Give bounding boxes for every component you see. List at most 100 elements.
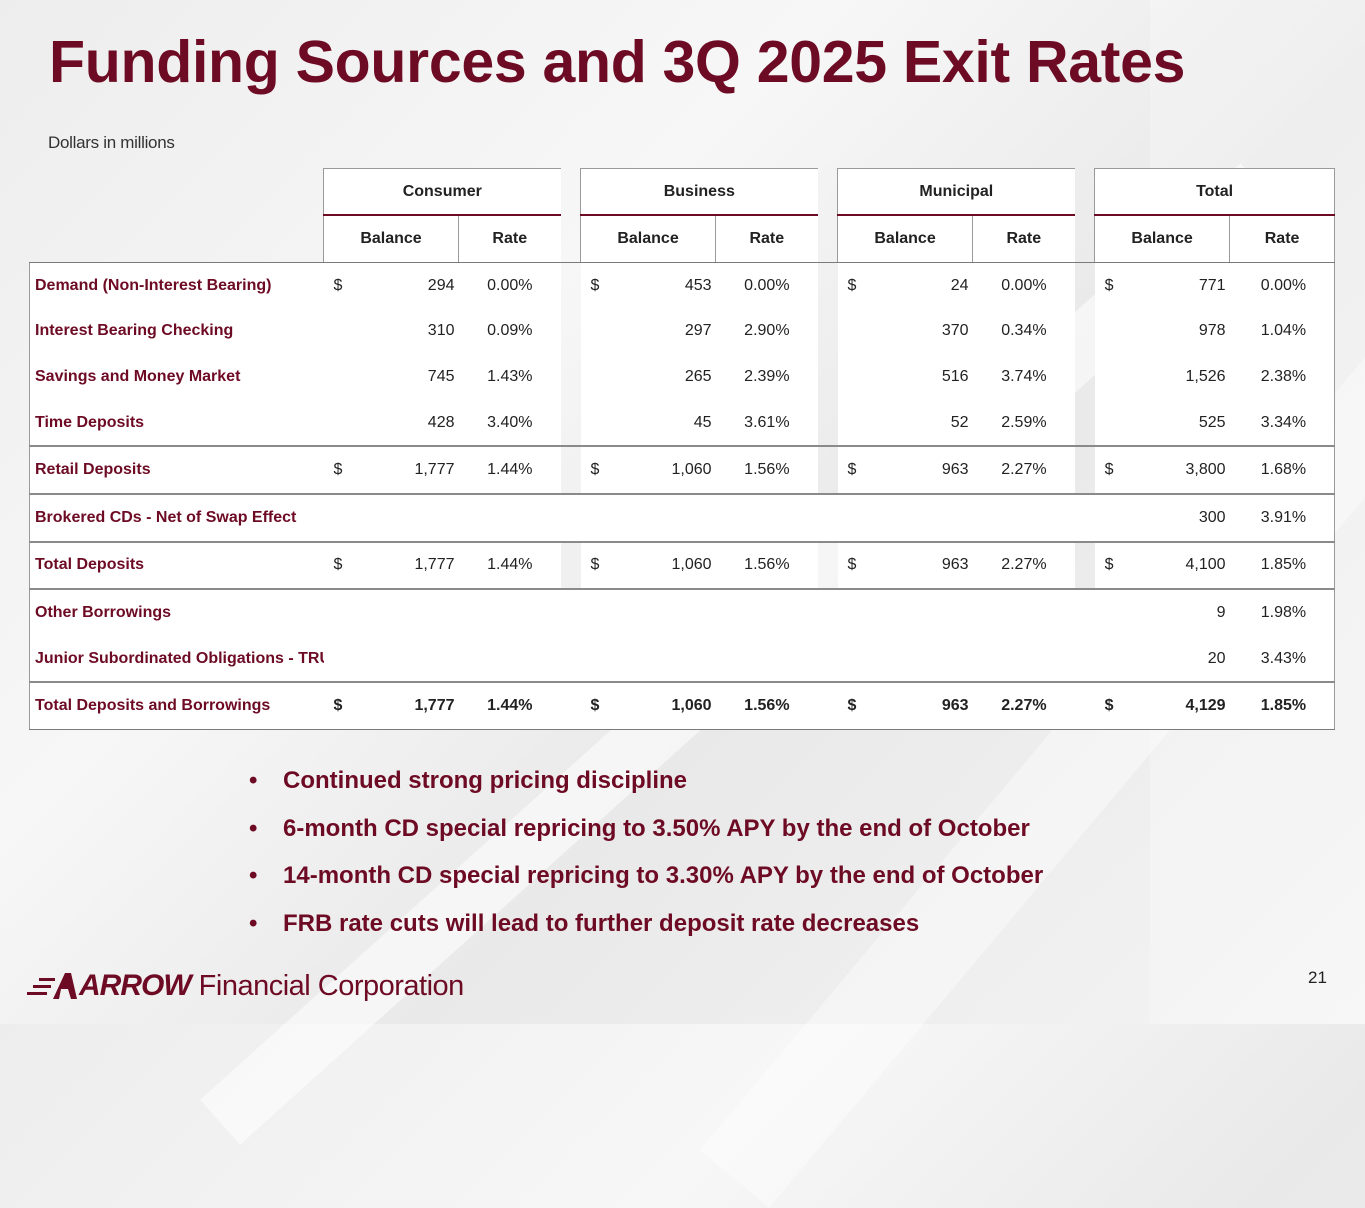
consumer-dollar-cell <box>323 492 364 542</box>
consumer-dollar-cell <box>323 354 364 400</box>
municipal-dollar-cell <box>837 492 878 542</box>
row-label: Junior Subordinated Obligations - TRUPS <box>29 635 324 683</box>
bullet-dot-icon: • <box>249 862 258 889</box>
bullet-text: FRB rate cuts will lead to further depos… <box>283 909 920 937</box>
total-rate-cell: 3.43% <box>1229 635 1336 683</box>
bullet-text: Continued strong pricing discipline <box>283 767 688 794</box>
total-balance-cell: 1,526 <box>1134 354 1230 400</box>
table-row: Interest Bearing Checking 310 0.09% 297 2.90… <box>29 308 1336 355</box>
total-balance-header: Balance <box>1094 215 1231 263</box>
business-dollar-cell <box>580 399 621 447</box>
row-label: Savings and Money Market <box>29 354 324 400</box>
total-balance-cell: 4,129 <box>1134 681 1230 730</box>
business-balance-cell: 1,060 <box>620 445 716 494</box>
business-rate-cell: 2.39% <box>715 354 818 400</box>
consumer-balance-cell <box>363 492 459 542</box>
business-balance-cell <box>620 588 716 636</box>
consumer-dollar-cell <box>323 399 364 447</box>
business-rate-cell: 1.56% <box>715 681 818 730</box>
logo-wordmark: ARROW <box>79 969 192 1002</box>
column-gap <box>561 309 581 355</box>
table-row: Other Borrowings 9 1.98% <box>29 588 1336 636</box>
total-balance-cell: 20 <box>1134 635 1230 683</box>
column-gap <box>560 540 581 590</box>
consumer-rate-cell <box>458 492 561 542</box>
municipal-dollar-cell <box>837 308 878 355</box>
column-gap <box>1075 309 1095 355</box>
consumer-balance-cell: 745 <box>363 354 459 400</box>
total-rate-cell: 2.38% <box>1229 354 1336 400</box>
consumer-rate-cell: 1.44% <box>458 445 561 494</box>
units-note: Dollars in millions <box>48 133 175 152</box>
business-balance-cell: 45 <box>620 399 716 447</box>
column-gap <box>561 354 581 400</box>
business-rate-cell: 1.56% <box>715 445 818 494</box>
business-balance-cell: 297 <box>620 308 716 355</box>
total-dollar-cell <box>1094 588 1135 636</box>
total-rate-header: Rate <box>1229 215 1336 263</box>
column-gap <box>818 400 838 447</box>
row-label: Brokered CDs - Net of Swap Effect <box>29 492 324 542</box>
group-header-consumer: Consumer <box>322 168 561 216</box>
table-row: Savings and Money Market 745 1.43% 265 2.39%… <box>29 354 1336 400</box>
bullet-dot-icon: • <box>249 814 258 842</box>
business-dollar-cell: $ <box>580 262 621 309</box>
municipal-rate-cell: 2.27% <box>972 681 1075 730</box>
column-gap <box>818 309 838 355</box>
row-label: Retail Deposits <box>29 445 324 494</box>
bullet-text: 6-month CD special repricing to 3.50% AP… <box>283 814 1030 842</box>
business-dollar-cell <box>580 492 621 542</box>
business-balance-cell: 1,060 <box>620 540 716 590</box>
business-balance-cell: 265 <box>620 354 716 400</box>
row-label: Other Borrowings <box>29 588 324 636</box>
total-dollar-cell: $ <box>1094 540 1135 590</box>
bullet-item: • FRB rate cuts will lead to further depo… <box>249 905 1043 953</box>
column-gap <box>1075 263 1095 309</box>
total-balance-cell: 9 <box>1134 588 1230 636</box>
total-balance-cell: 4,100 <box>1134 540 1230 590</box>
total-balance-cell: 978 <box>1134 308 1230 355</box>
total-balance-cell: 300 <box>1134 492 1230 542</box>
total-rate-cell: 0.00% <box>1229 262 1336 309</box>
consumer-rate-cell: 1.43% <box>458 354 561 400</box>
consumer-rate-cell: 0.09% <box>458 308 561 355</box>
table-row: Total Deposits and Borrowings $1,777 1.44%… <box>29 681 1336 730</box>
consumer-balance-header: Balance <box>323 215 459 263</box>
total-dollar-cell <box>1094 399 1135 447</box>
key-points-list: • Continued strong pricing discipline • 6-m… <box>249 762 1043 952</box>
table-row: Time Deposits 428 3.40% 45 3.61% 52 2.59% 525 3.… <box>29 399 1336 447</box>
consumer-dollar-cell <box>323 588 364 636</box>
funding-table-container: Consumer Business Municipal Total Balanc… <box>29 168 1336 730</box>
column-gap <box>817 540 838 590</box>
total-dollar-cell: $ <box>1094 445 1135 494</box>
municipal-dollar-cell <box>837 354 878 400</box>
table-body: Demand (Non-Interest Bearing) $294 0.00% $4… <box>29 262 1336 730</box>
business-rate-header: Rate <box>715 215 818 263</box>
business-dollar-cell <box>580 308 621 355</box>
column-gap <box>818 354 838 400</box>
municipal-dollar-cell <box>837 399 878 447</box>
column-gap <box>817 445 838 494</box>
arrow-logo-icon <box>27 973 77 999</box>
municipal-rate-cell: 2.59% <box>972 399 1075 447</box>
group-header-business: Business <box>580 168 818 216</box>
business-balance-cell <box>620 492 716 542</box>
consumer-balance-cell <box>363 635 459 683</box>
total-dollar-cell: $ <box>1094 681 1135 730</box>
municipal-dollar-cell <box>837 635 878 683</box>
column-gap <box>817 492 838 542</box>
group-header-total: Total <box>1094 168 1336 216</box>
column-gap <box>817 681 838 730</box>
row-label: Time Deposits <box>29 399 324 447</box>
consumer-rate-cell: 1.44% <box>458 540 561 590</box>
column-gap <box>560 588 581 636</box>
municipal-balance-cell <box>877 635 973 683</box>
consumer-rate-cell <box>458 635 561 683</box>
municipal-rate-cell <box>972 588 1075 636</box>
business-balance-header: Balance <box>580 215 717 263</box>
total-dollar-cell <box>1094 354 1135 400</box>
total-rate-cell: 1.04% <box>1229 308 1336 355</box>
business-balance-cell: 1,060 <box>620 681 716 730</box>
table-row: Total Deposits $1,777 1.44% $1,060 1.56% $963… <box>29 540 1336 590</box>
total-dollar-cell: $ <box>1094 262 1135 309</box>
